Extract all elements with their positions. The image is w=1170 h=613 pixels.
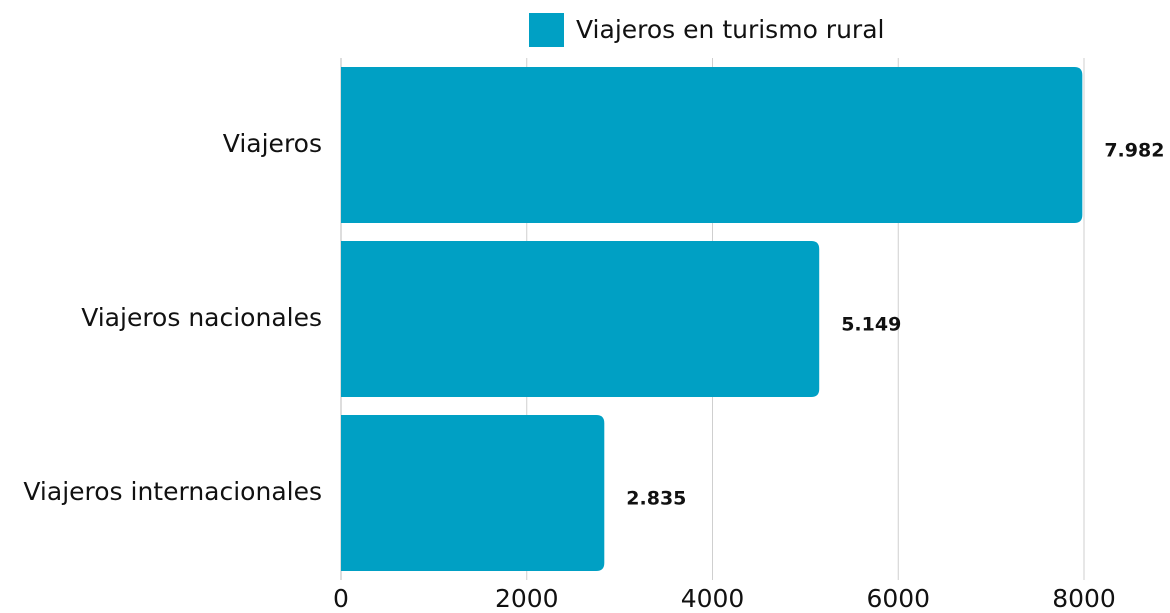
y-tick-label: Viajeros — [223, 129, 322, 158]
y-tick-label: Viajeros internacionales — [23, 477, 322, 506]
x-tick-label: 2000 — [495, 584, 559, 613]
legend-label: Viajeros en turismo rural — [576, 15, 884, 44]
value-label: 2.835 — [626, 488, 686, 510]
x-tick-label: 6000 — [866, 584, 930, 613]
x-tick-label: 4000 — [681, 584, 745, 613]
y-tick-label: Viajeros nacionales — [81, 303, 322, 332]
value-label: 5.149 — [841, 314, 901, 336]
x-tick-label: 0 — [333, 584, 349, 613]
bar — [341, 67, 1083, 223]
value-label: 7.982 — [1104, 140, 1164, 162]
x-tick-label: 8000 — [1052, 584, 1116, 613]
bar — [341, 415, 605, 571]
bar — [341, 241, 820, 397]
legend-swatch — [529, 13, 564, 47]
